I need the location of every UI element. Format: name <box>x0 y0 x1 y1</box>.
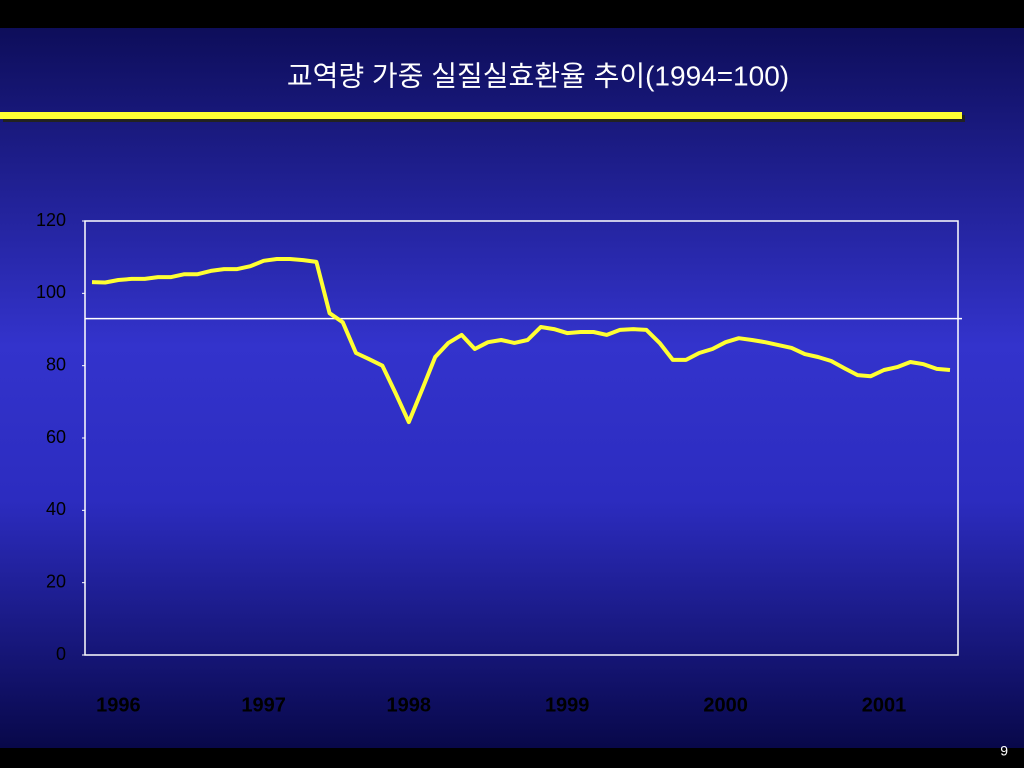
y-tick-label: 0 <box>56 644 66 664</box>
x-tick-label: 2001 <box>862 694 907 716</box>
data-line <box>91 257 951 425</box>
top-strip <box>0 0 1024 28</box>
page-number: 9 <box>1000 743 1008 759</box>
x-tick-label: 1999 <box>545 694 590 716</box>
chart-title: 교역량 가중 실질실효환율 추이(1994=100) <box>287 60 789 91</box>
y-tick-label: 80 <box>46 354 66 374</box>
x-tick-label: 2000 <box>703 694 748 716</box>
y-tick-label: 100 <box>36 282 66 302</box>
x-tick-label: 1996 <box>96 694 141 716</box>
y-tick-label: 40 <box>46 499 66 519</box>
x-tick-label: 1998 <box>387 694 432 716</box>
y-tick-label: 20 <box>46 571 66 591</box>
bottom-strip <box>0 748 1024 768</box>
y-tick-label: 60 <box>46 427 66 447</box>
x-tick-label: 1997 <box>241 694 286 716</box>
title-bar <box>0 112 962 119</box>
y-tick-label: 120 <box>36 210 66 230</box>
